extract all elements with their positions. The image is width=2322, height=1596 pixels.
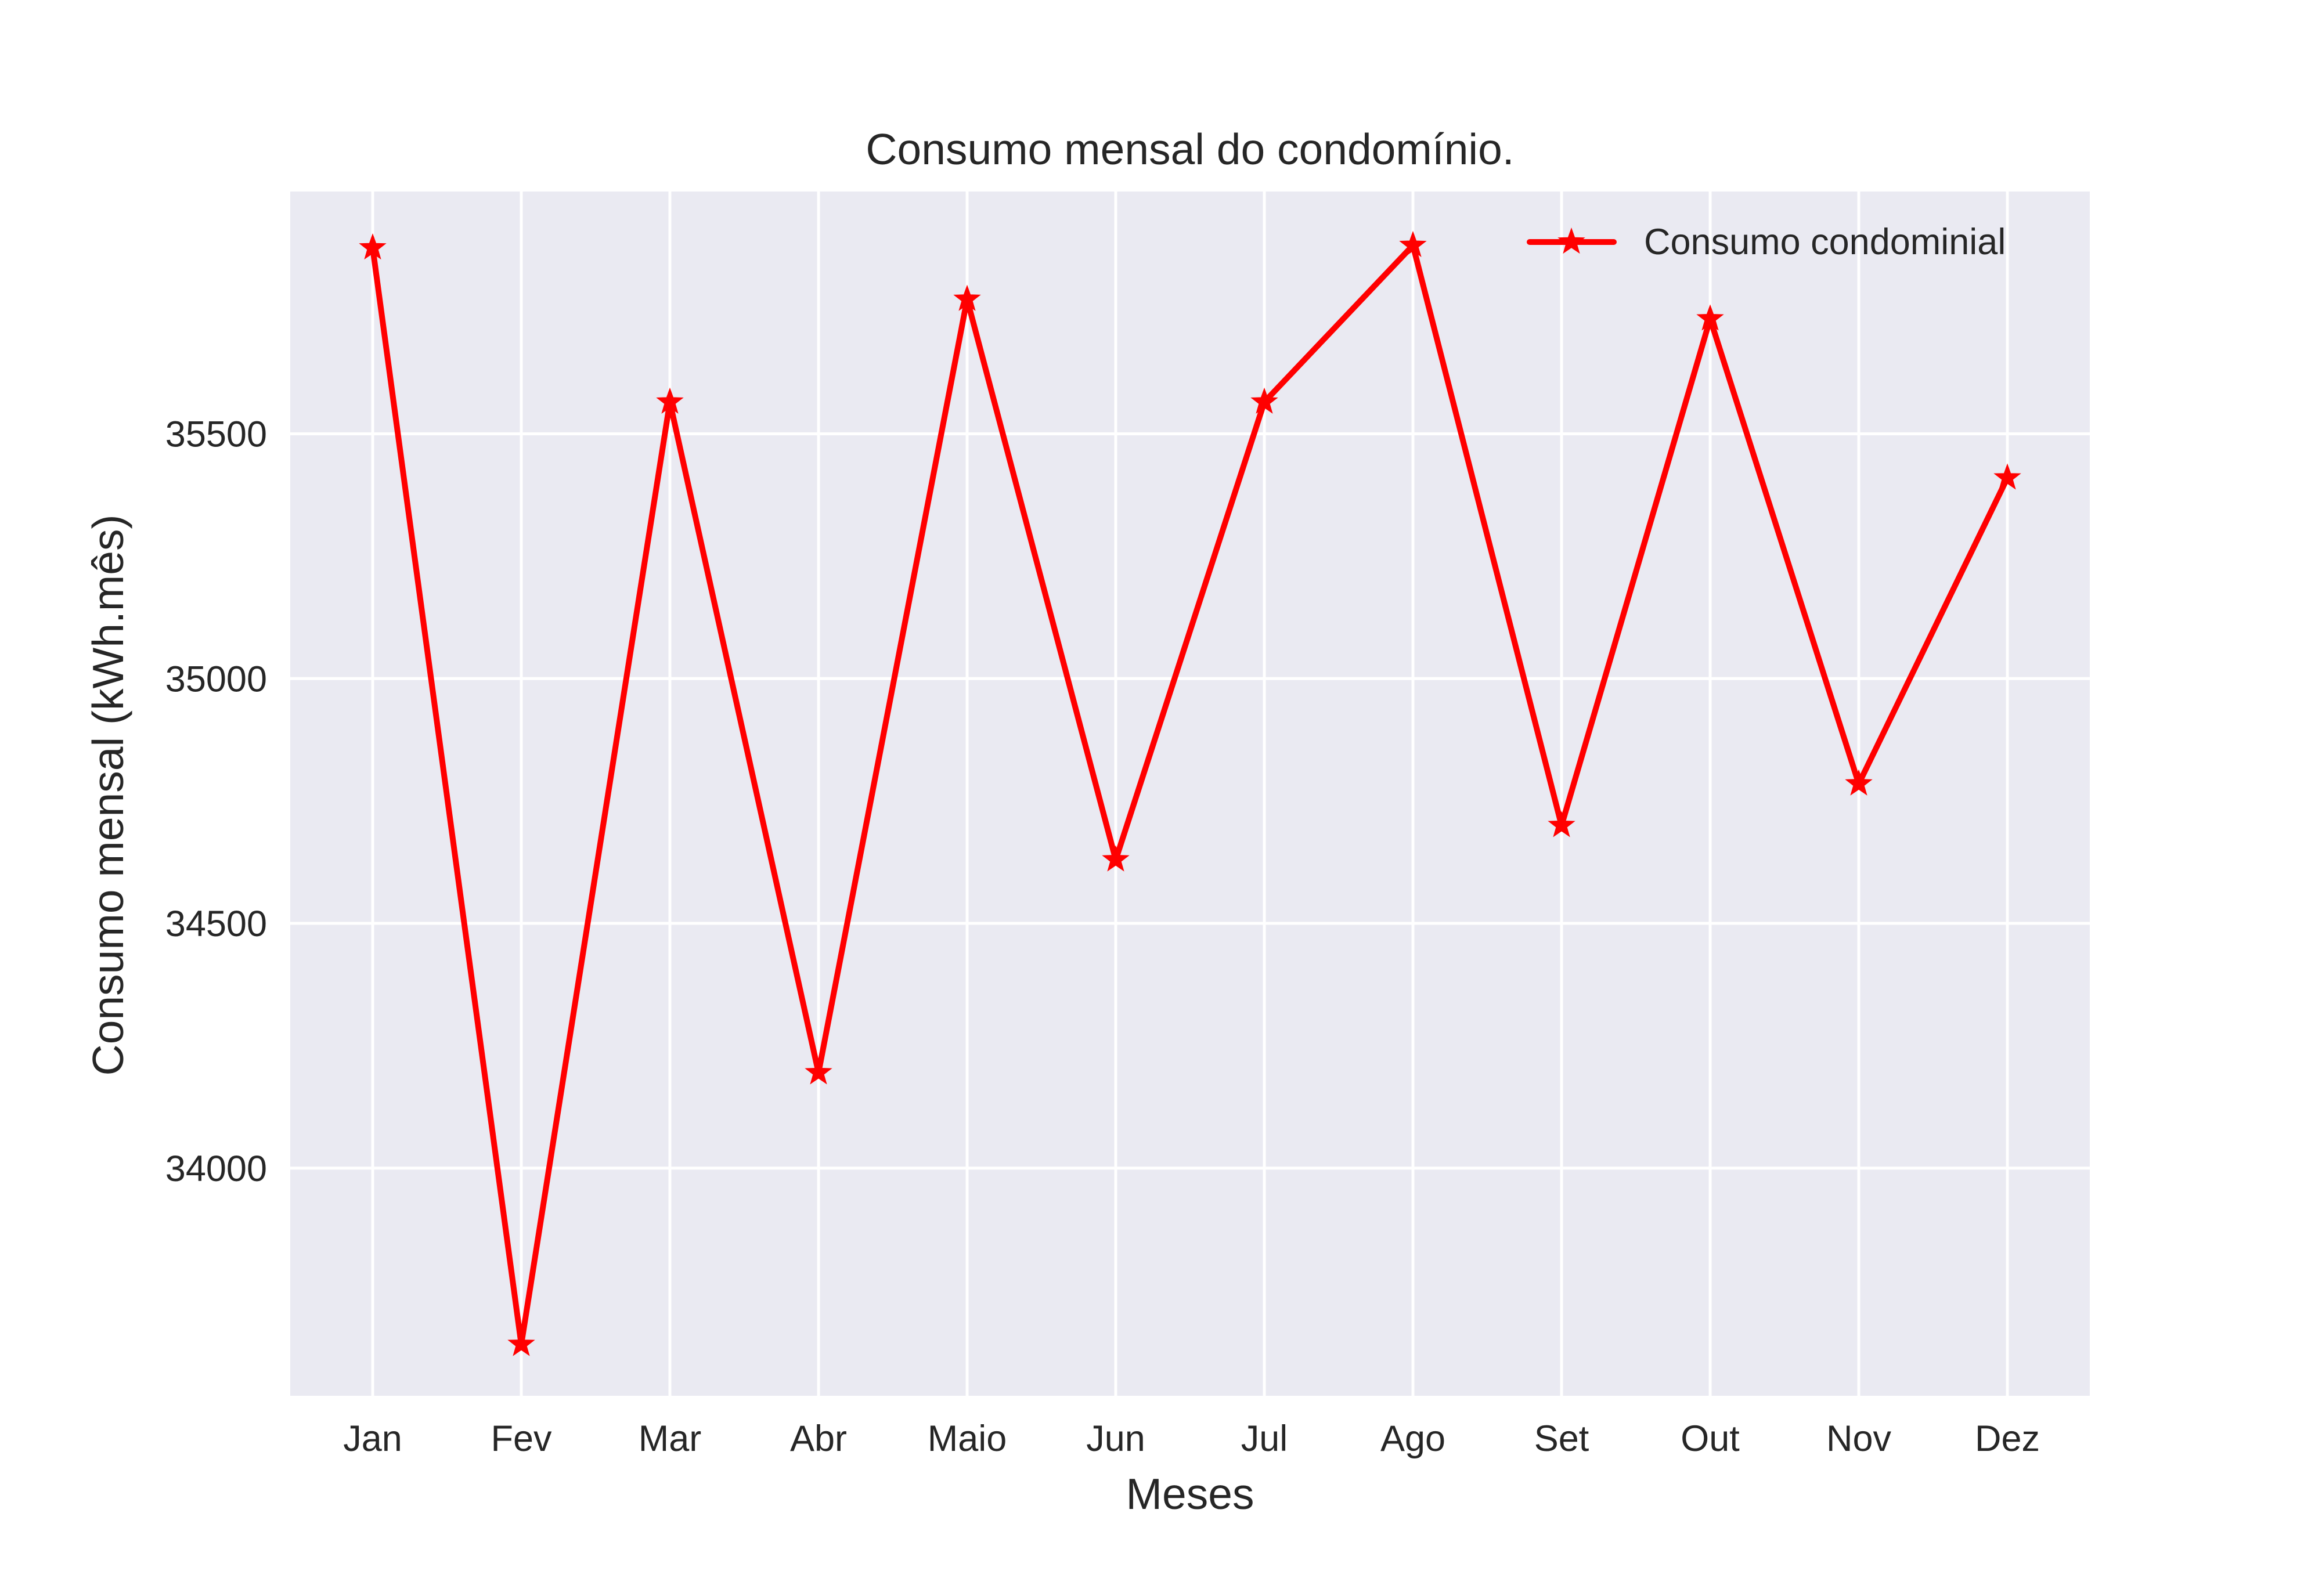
x-tick-label: Nov	[1826, 1418, 1892, 1459]
x-tick-label: Fev	[491, 1418, 552, 1459]
data-point-star	[1102, 845, 1130, 872]
chart-title: Consumo mensal do condomínio.	[866, 125, 1514, 174]
x-tick-label: Set	[1534, 1418, 1589, 1459]
x-tick-label: Dez	[1975, 1418, 2040, 1459]
series-layer	[370, 242, 2010, 1348]
x-tick-labels: Jan Fev Mar Abr Maio Jun Jul Ago Set Out Nov Dez	[343, 1418, 2040, 1459]
x-tick-label: Jun	[1086, 1418, 1145, 1459]
data-point-star	[953, 284, 981, 311]
y-tick-label: 35500	[165, 414, 267, 455]
data-point-star	[359, 233, 387, 260]
x-tick-label: Jan	[343, 1418, 402, 1459]
x-tick-label: Maio	[928, 1418, 1007, 1459]
x-tick-label: Mar	[639, 1418, 702, 1459]
y-tick-label: 35000	[165, 659, 267, 699]
x-tick-label: Abr	[790, 1418, 847, 1459]
x-tick-label: Out	[1681, 1418, 1740, 1459]
x-tick-label: Ago	[1380, 1418, 1445, 1459]
data-point-star	[507, 1330, 535, 1356]
data-point-star	[656, 387, 684, 414]
series-line	[370, 242, 2010, 1348]
x-tick-label: Jul	[1241, 1418, 1288, 1459]
y-tick-label: 34500	[165, 904, 267, 944]
data-point-star	[1696, 304, 1724, 331]
x-axis-label: Meses	[1126, 1469, 1254, 1518]
data-point-star	[1250, 387, 1278, 414]
markers-layer	[359, 230, 2021, 1356]
plot-area	[290, 192, 2090, 1396]
data-point-star	[1993, 463, 2021, 490]
data-point-star	[1845, 769, 1873, 796]
legend-star-icon	[1557, 228, 1585, 254]
data-point-star	[805, 1058, 832, 1085]
y-tick-labels: 34000 34500 35000 35500	[165, 414, 267, 1189]
y-tick-label: 34000	[165, 1149, 267, 1189]
data-point-star	[1399, 230, 1427, 257]
legend-label: Consumo condominial	[1644, 222, 2006, 262]
legend: Consumo condominial	[1527, 222, 2006, 262]
y-axis-label: Consumo mensal (kWh.mês)	[84, 515, 132, 1076]
data-point-star	[1548, 811, 1575, 837]
